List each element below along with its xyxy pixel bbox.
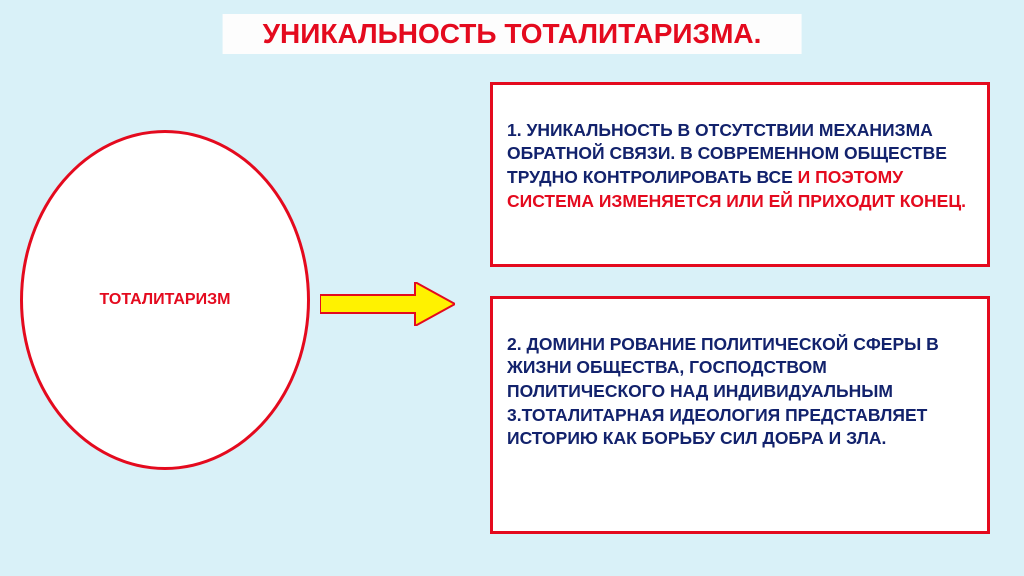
arrow-icon	[320, 282, 455, 326]
arrow-right	[320, 282, 455, 331]
box2-prefix: 2. ДОМИНИ РОВАНИЕ ПОЛИТИЧЕСКОЙ СФЕРЫ В Ж…	[507, 334, 939, 449]
slide: УНИКАЛЬНОСТЬ ТОТАЛИТАРИЗМА. ТОТАЛИТАРИЗМ…	[0, 0, 1024, 576]
slide-title: УНИКАЛЬНОСТЬ ТОТАЛИТАРИЗМА.	[223, 14, 802, 54]
ellipse-label: ТОТАЛИТАРИЗМ	[100, 291, 231, 309]
info-box-2: 2. ДОМИНИ РОВАНИЕ ПОЛИТИЧЕСКОЙ СФЕРЫ В Ж…	[490, 296, 990, 534]
info-box-1: 1. УНИКАЛЬНОСТЬ В ОТСУТСТВИИ МЕХАНИЗМА О…	[490, 82, 990, 267]
totalitarism-ellipse: ТОТАЛИТАРИЗМ	[20, 130, 310, 470]
